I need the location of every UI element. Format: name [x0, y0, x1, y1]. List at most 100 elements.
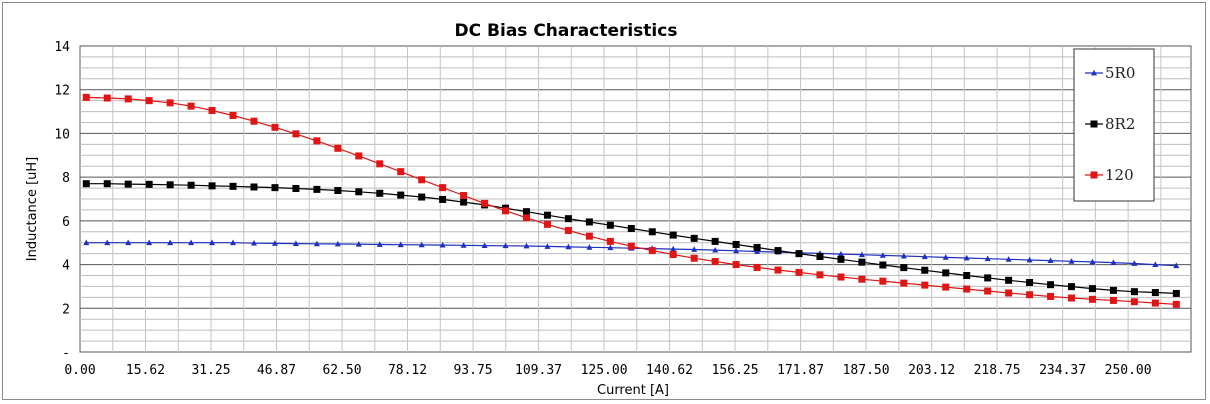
data-point: [733, 247, 740, 254]
legend-label: 8R2: [1105, 115, 1135, 133]
y-tick-label: 2: [62, 302, 70, 317]
data-point: [1026, 278, 1034, 286]
data-point: [795, 250, 803, 258]
data-point: [1068, 258, 1075, 264]
data-point: [627, 225, 635, 233]
x-tick-label: 31.25: [191, 363, 230, 378]
data-point: [879, 277, 887, 285]
legend: 5R0 8R2 120: [1073, 48, 1155, 202]
legend-marker: [1091, 69, 1097, 76]
data-point: [858, 275, 866, 283]
data-point: [522, 208, 530, 216]
data-point: [984, 287, 992, 295]
data-point: [1089, 258, 1096, 265]
data-point: [543, 211, 551, 219]
data-point: [1026, 256, 1033, 263]
data-point: [355, 152, 363, 160]
data-point: [104, 239, 111, 246]
data-point: [858, 258, 866, 266]
y-tick-label: -: [62, 346, 70, 361]
grid: [80, 46, 1191, 352]
data-point: [1005, 256, 1012, 262]
x-tick-label: 46.87: [257, 363, 296, 378]
data-point: [1110, 259, 1117, 266]
data-point: [355, 241, 362, 247]
data-point: [1130, 298, 1138, 306]
data-point: [669, 231, 677, 239]
data-point: [334, 240, 341, 247]
data-point: [418, 176, 426, 184]
data-point: [397, 191, 405, 199]
data-point: [732, 240, 740, 248]
data-point: [1172, 289, 1180, 297]
data-point: [166, 181, 174, 189]
data-point: [879, 252, 886, 258]
data-point: [334, 144, 342, 152]
data-point: [313, 137, 321, 145]
x-tick-label: 78.12: [388, 363, 427, 378]
data-point: [167, 239, 174, 246]
data-point: [544, 243, 551, 249]
data-point: [984, 274, 992, 282]
x-tick-label: 109.37: [515, 363, 562, 378]
data-point: [523, 242, 530, 249]
data-point: [313, 240, 320, 247]
data-point: [271, 123, 279, 131]
data-point: [208, 106, 216, 114]
data-point: [669, 251, 677, 259]
data-point: [439, 241, 446, 248]
data-point: [648, 228, 656, 236]
data-point: [648, 247, 656, 255]
data-point: [103, 180, 111, 188]
y-tick-label: 8: [62, 171, 70, 186]
data-point: [439, 195, 447, 203]
data-point: [753, 244, 761, 252]
data-point: [670, 245, 677, 252]
data-point: [543, 220, 551, 228]
legend-item-8R2: 8R2: [1085, 115, 1135, 133]
data-point: [606, 221, 614, 229]
data-point: [481, 199, 489, 207]
data-point: [376, 241, 383, 247]
data-point: [397, 241, 404, 248]
data-point: [397, 168, 405, 176]
y-tick-label: 12: [54, 84, 70, 99]
chart-title: DC Bias Characteristics: [455, 21, 678, 41]
data-point: [879, 261, 887, 269]
data-point: [229, 182, 237, 190]
legend-marker: [1090, 120, 1098, 128]
data-point: [313, 185, 321, 193]
data-point: [565, 243, 572, 250]
legend-label: 5R0: [1105, 64, 1135, 82]
data-point: [481, 242, 488, 248]
x-tick-label: 93.75: [453, 363, 492, 378]
data-point: [900, 252, 907, 259]
data-point: [187, 102, 195, 110]
data-point: [1131, 260, 1138, 266]
x-tick-label: 140.62: [646, 363, 693, 378]
data-point: [1172, 300, 1180, 308]
x-tick-label: 234.37: [1039, 363, 1086, 378]
data-point: [816, 252, 824, 260]
data-point: [711, 237, 719, 245]
data-point: [376, 160, 384, 168]
data-point: [83, 239, 90, 246]
data-point: [942, 269, 950, 277]
data-point: [250, 239, 257, 246]
data-point: [585, 218, 593, 226]
data-point: [292, 185, 300, 193]
data-point: [690, 254, 698, 262]
data-point: [1109, 286, 1117, 294]
chart-svg: - 2 4 6 8 10 12 14 0.00 15.62 31.25 46.87 62.50 78.12…: [25, 21, 1192, 398]
data-point: [607, 244, 614, 251]
data-point: [837, 273, 845, 281]
data-point: [418, 193, 426, 201]
data-point: [1151, 299, 1159, 307]
legend-marker: [1090, 171, 1098, 179]
data-point: [984, 255, 991, 262]
data-point: [1088, 285, 1096, 293]
data-point: [963, 285, 971, 293]
data-point: [522, 214, 530, 222]
data-point: [1151, 289, 1159, 297]
